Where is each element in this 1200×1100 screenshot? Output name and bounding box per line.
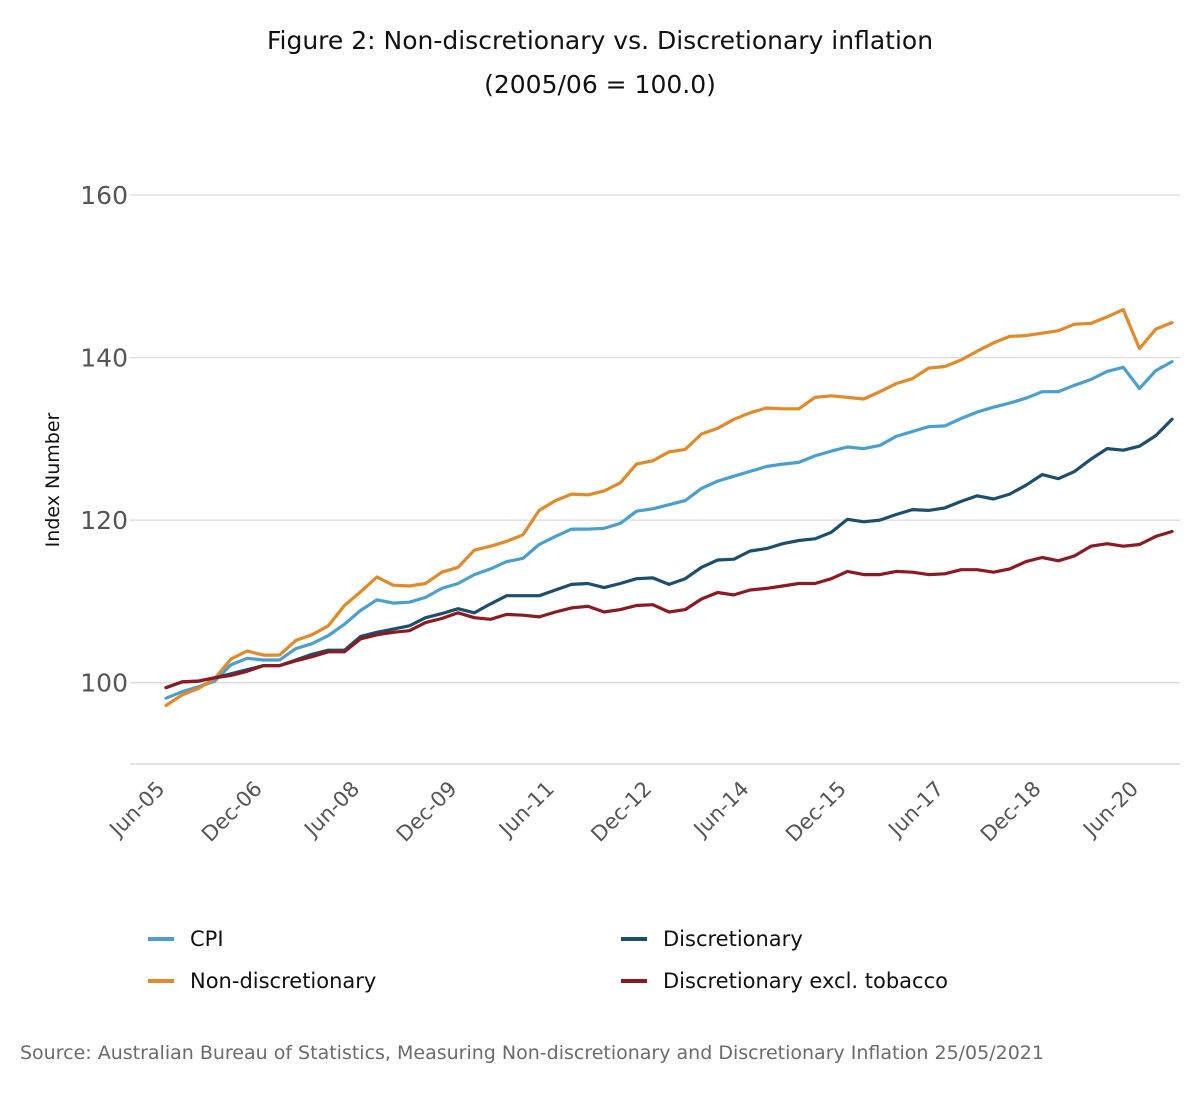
gridlines [130, 194, 1180, 684]
y-tick-label: 100 [80, 669, 128, 698]
x-tick-label: Dec-06 [197, 777, 267, 847]
series-line-discretionary [164, 417, 1174, 690]
chart-subtitle: (2005/06 = 100.0) [484, 70, 716, 99]
series-line-discretionary-excl-tobacco [164, 529, 1174, 690]
legend-item-cpi: CPI [148, 927, 224, 951]
x-tick-label: Dec-09 [392, 777, 462, 847]
x-tick-label: Jun-11 [493, 777, 559, 843]
chart-title: Figure 2: Non-discretionary vs. Discreti… [266, 26, 934, 55]
y-tick-label: 120 [80, 506, 128, 535]
source-note: Source: Australian Bureau of Statistics,… [20, 1042, 1044, 1064]
legend-swatch-cpi [148, 937, 174, 941]
legend-label: Non-discretionary [190, 969, 377, 993]
x-tick-label: Jun-08 [298, 777, 364, 843]
x-tick-label: Jun-05 [104, 777, 170, 843]
series-lines [164, 308, 1174, 708]
y-axis-label: Index Number [42, 412, 64, 547]
legend-label: Discretionary excl. tobacco [663, 969, 948, 993]
legend-item-discretionary-excl-tobacco: Discretionary excl. tobacco [621, 969, 948, 993]
x-axis-ticks: Jun-05 Dec-06 Jun-08 Dec-09 Jun-11 Dec-12 Jun-… [104, 777, 1143, 847]
x-tick-label: Jun-14 [688, 777, 754, 843]
legend-swatch-discretionary [621, 937, 647, 941]
y-tick-label: 160 [80, 181, 128, 210]
legend-label: Discretionary [663, 927, 803, 951]
legend-label: CPI [190, 927, 224, 951]
x-tick-label: Dec-18 [976, 777, 1046, 847]
x-tick-label: Jun-17 [883, 777, 949, 843]
y-axis-ticks: 100 120 140 160 [80, 181, 128, 698]
series-line-non-discretionary [164, 308, 1174, 708]
y-tick-label: 140 [80, 344, 128, 373]
legend-swatch-discretionary-excl-tobacco [621, 979, 647, 983]
series-line-cpi [164, 360, 1174, 700]
legend-item-discretionary: Discretionary [621, 927, 803, 951]
x-tick-label: Dec-12 [586, 777, 656, 847]
x-tick-label: Dec-15 [781, 777, 851, 847]
x-tick-label: Jun-20 [1077, 777, 1143, 843]
legend-item-non-discretionary: Non-discretionary [148, 969, 376, 993]
legend-swatch-non-discretionary [148, 979, 174, 983]
